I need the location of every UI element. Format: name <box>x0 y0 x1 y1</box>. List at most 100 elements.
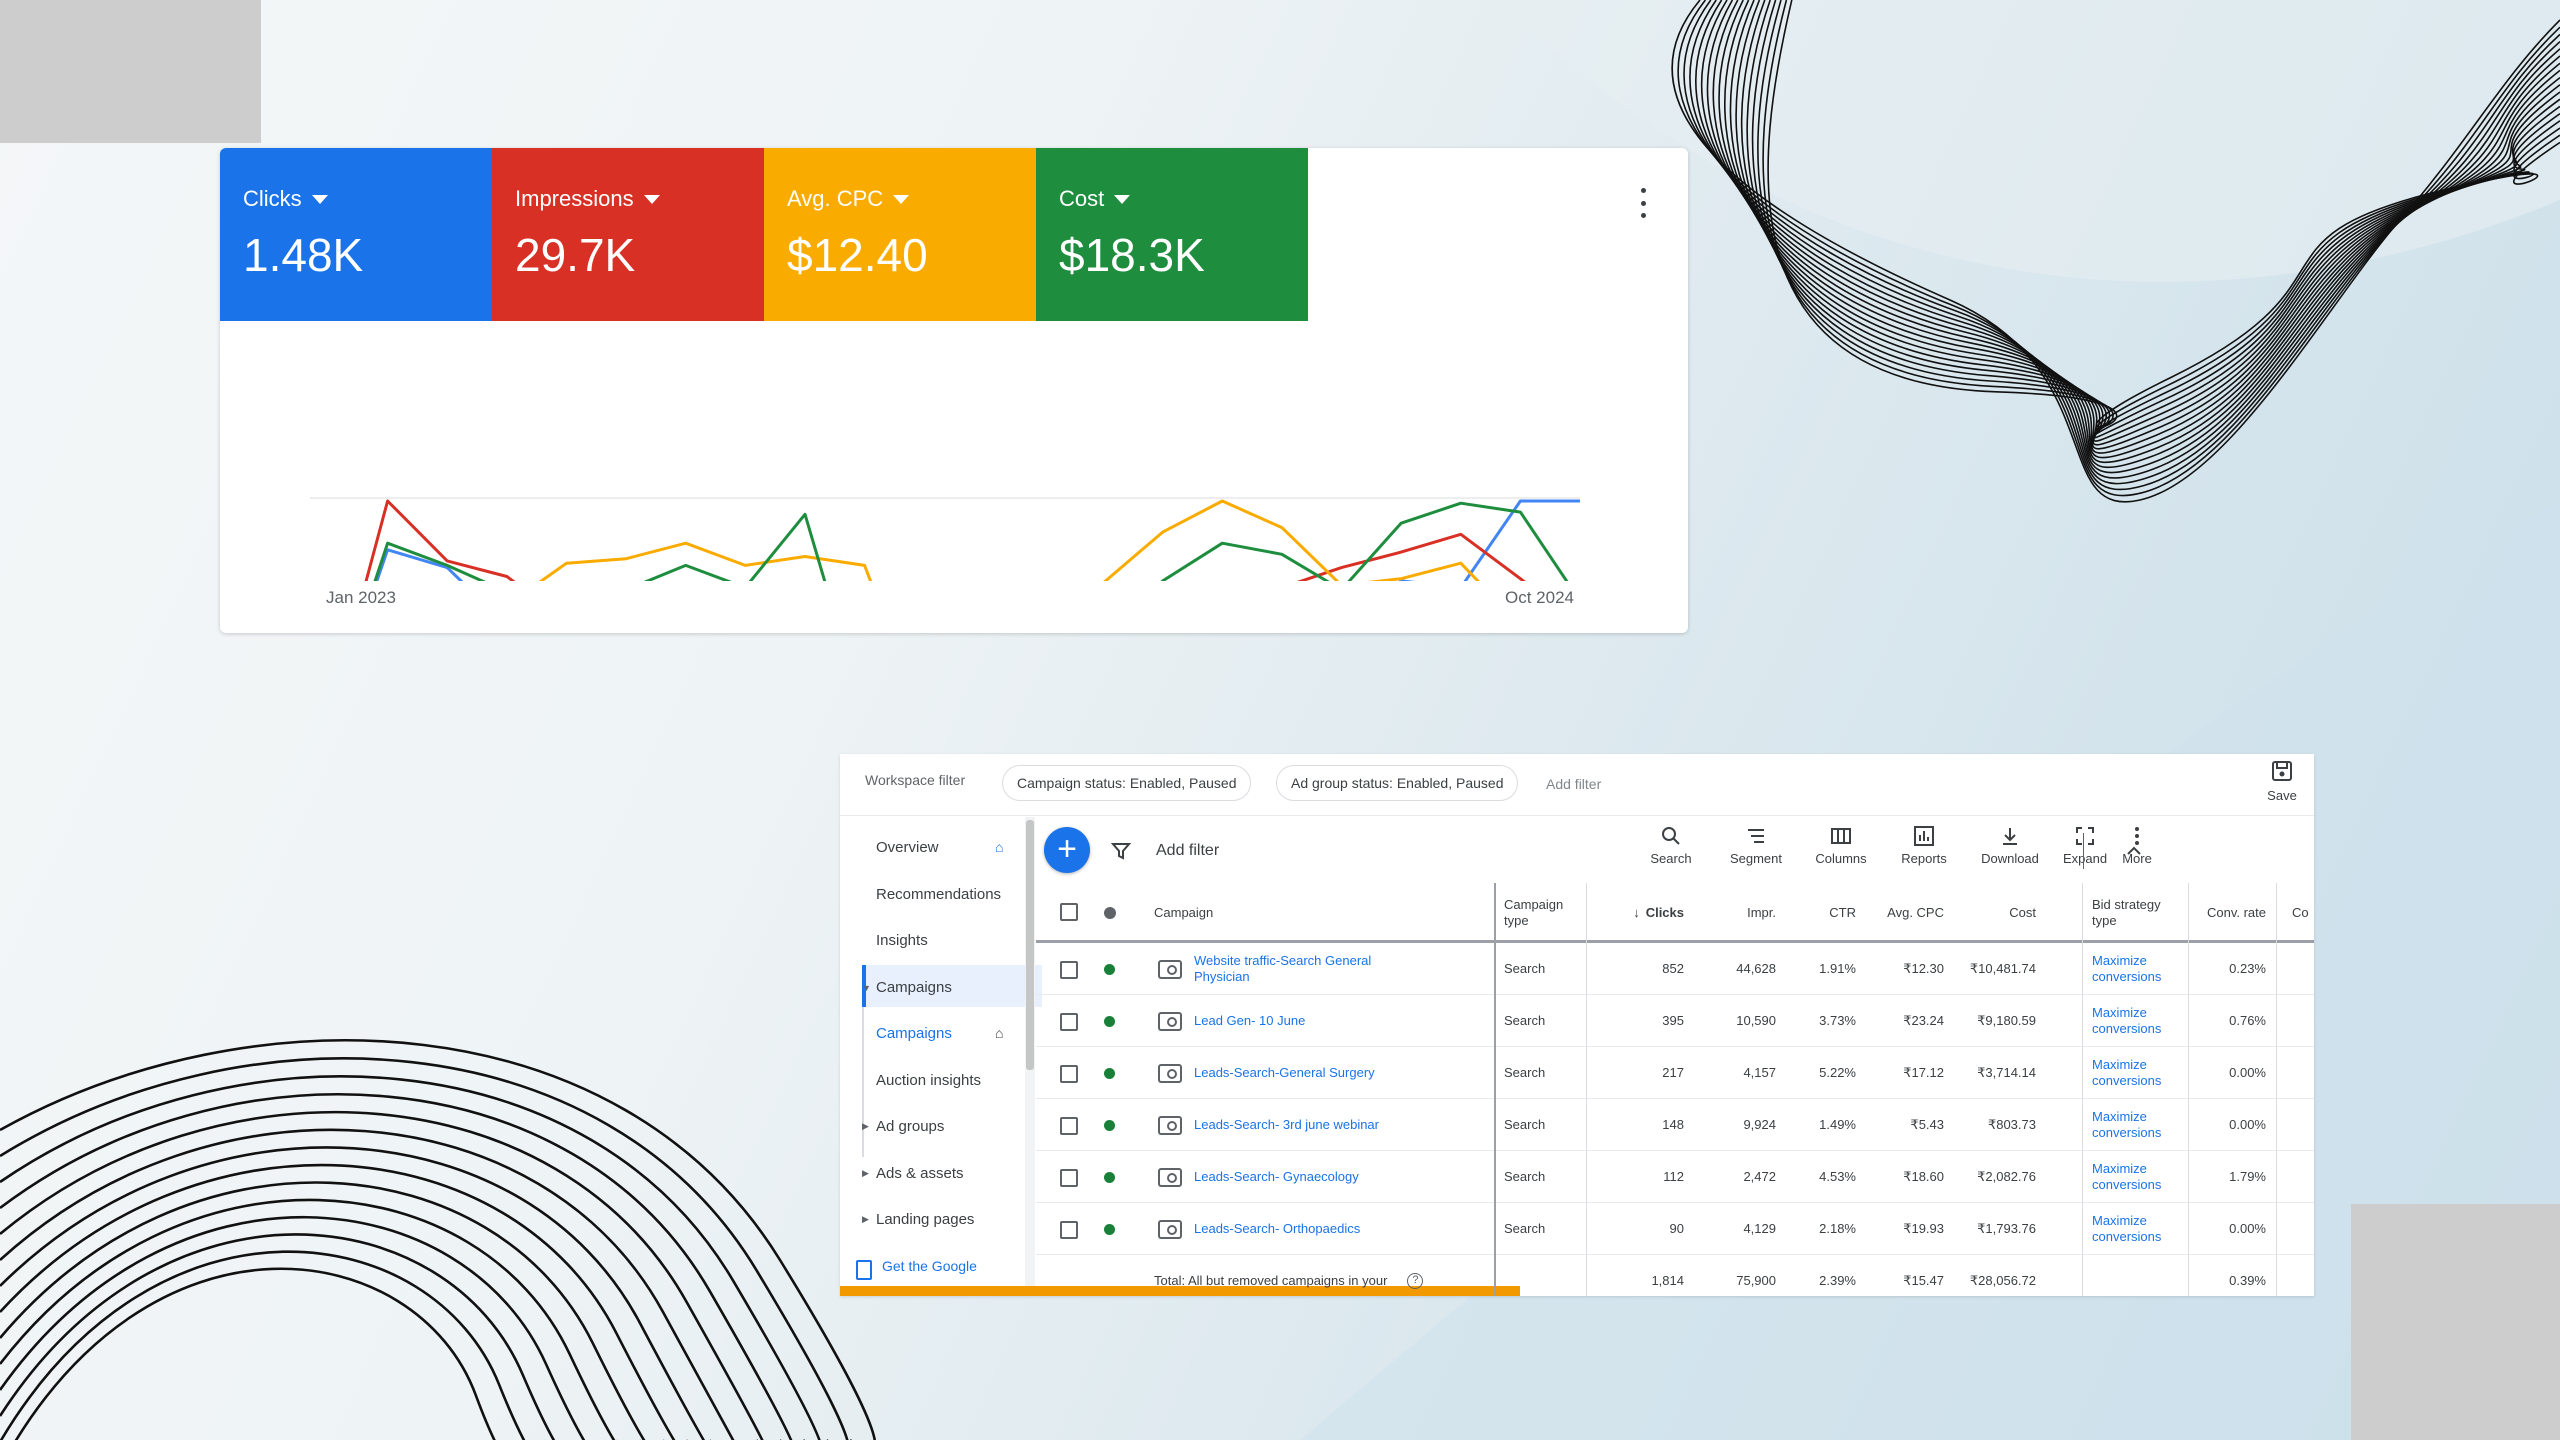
status-enabled-icon[interactable] <box>1104 1016 1115 1027</box>
table-row[interactable]: Leads-Search- 3rd june webinar Search 148 9… <box>1036 1099 2314 1151</box>
nav-item-landing-pages[interactable]: ▶ Landing pages <box>862 1211 975 1228</box>
campaign-name-link[interactable]: Leads-Search- Orthopaedics <box>1194 1221 1361 1236</box>
save-button[interactable]: Save <box>2260 760 2304 803</box>
select-all-checkbox[interactable] <box>1060 903 1078 921</box>
column-header-clicks[interactable]: ↓ Clicks <box>1633 905 1684 920</box>
status-enabled-icon[interactable] <box>1104 1172 1115 1183</box>
filter-chip-ad-group-status[interactable]: Ad group status: Enabled, Paused <box>1276 765 1519 801</box>
metric-value: $12.40 <box>787 229 928 281</box>
cost-cell: ₹2,082.76 <box>1977 1169 2036 1184</box>
column-divider <box>2276 883 2277 1296</box>
nav-item-ad-groups[interactable]: ▶ Ad groups <box>862 1118 945 1135</box>
column-header-impressions[interactable]: Impr. <box>1747 905 1776 920</box>
more-vertical-icon <box>2135 827 2139 845</box>
row-checkbox[interactable] <box>1060 1013 1078 1031</box>
bid-strategy-link[interactable]: Maximize conversions <box>2092 1005 2162 1036</box>
impressions-cell: 4,157 <box>1743 1065 1776 1080</box>
status-enabled-icon[interactable] <box>1104 964 1115 975</box>
decorative-wave-line <box>1712 0 2560 464</box>
download-tool-button[interactable]: Download <box>1975 825 2045 866</box>
row-checkbox[interactable] <box>1060 1169 1078 1187</box>
collapse-arrow-icon: ▶ <box>862 1121 869 1131</box>
ctr-cell: 1.49% <box>1819 1117 1856 1132</box>
more-tool-button[interactable]: More <box>2117 825 2157 866</box>
campaign-name-link[interactable]: Website traffic-Search General Physician <box>1194 953 1372 984</box>
home-icon: ⌂ <box>995 1025 1004 1041</box>
column-header-bid-strategy[interactable]: Bid strategy type <box>2092 897 2161 928</box>
bid-strategy-link[interactable]: Maximize conversions <box>2092 1057 2162 1088</box>
search-tool-button[interactable]: Search <box>1636 825 1706 866</box>
get-google-ads-app-link[interactable]: Get the Google <box>882 1258 977 1274</box>
column-header-conv-rate[interactable]: Conv. rate <box>2206 905 2266 920</box>
metric-label: Impressions <box>515 186 634 211</box>
row-checkbox[interactable] <box>1060 1065 1078 1083</box>
status-enabled-icon[interactable] <box>1104 1224 1115 1235</box>
bid-strategy-link[interactable]: Maximize conversions <box>2092 1161 2162 1192</box>
row-checkbox[interactable] <box>1060 1117 1078 1135</box>
decorative-wave-line <box>1700 0 2560 474</box>
column-header-campaign[interactable]: Campaign <box>1154 905 1214 920</box>
nav-item-recommendations[interactable]: Recommendations <box>876 886 1002 903</box>
campaign-name-link[interactable]: Leads-Search-General Surgery <box>1194 1065 1375 1080</box>
column-divider <box>2082 883 2083 1296</box>
segment-tool-button[interactable]: Segment <box>1721 825 1791 866</box>
nav-item-ads-assets[interactable]: ▶ Ads & assets <box>862 1165 964 1182</box>
table-row[interactable]: Lead Gen- 10 June Search 395 10,590 3.73% ₹23… <box>1036 995 2314 1047</box>
table-row[interactable]: Website traffic-Search General Physician… <box>1036 943 2314 995</box>
impressions-cell: 44,628 <box>1736 961 1776 976</box>
decorative-wave-line <box>1757 0 2560 433</box>
nav-item-campaigns[interactable]: Campaigns <box>876 1025 952 1042</box>
table-row[interactable]: Leads-Search- Gynaecology Search 112 2,472 4… <box>1036 1151 2314 1203</box>
performance-summary-card: Clicks 1.48K Impressions 29.7K Avg. CPC … <box>220 148 1688 633</box>
column-header-campaign-type[interactable]: Campaign type <box>1504 897 1564 928</box>
total-avg-cpc: ₹15.47 <box>1903 1273 1944 1288</box>
bid-strategy-link[interactable]: Maximize conversions <box>2092 1213 2162 1244</box>
nav-item-auction-insights[interactable]: Auction insights <box>876 1072 982 1089</box>
expand-tool-button[interactable]: Expand <box>2060 825 2110 866</box>
nav-item-campaigns-group[interactable]: ▼ Campaigns <box>862 979 952 996</box>
columns-tool-button[interactable]: Columns <box>1806 825 1876 866</box>
impressions-cell: 10,590 <box>1736 1013 1776 1028</box>
metric-tile-clicks[interactable]: Clicks 1.48K <box>220 148 492 321</box>
filter-chip-campaign-status[interactable]: Campaign status: Enabled, Paused <box>1002 765 1252 801</box>
nav-item-overview[interactable]: Overview <box>876 839 939 856</box>
nav-scrollbar-thumb[interactable] <box>1026 820 1034 1070</box>
cost-cell: ₹803.73 <box>1987 1117 2036 1132</box>
column-header-truncated[interactable]: Co <box>2292 905 2309 920</box>
caret-down-icon <box>643 194 660 204</box>
metric-label: Cost <box>1059 186 1105 211</box>
metric-tile-avg-cpc[interactable]: Avg. CPC $12.40 <box>764 148 1036 321</box>
chevron-up-icon[interactable] <box>2124 841 2144 861</box>
campaign-name-link[interactable]: Leads-Search- 3rd june webinar <box>1194 1117 1379 1132</box>
campaign-name-link[interactable]: Lead Gen- 10 June <box>1194 1013 1306 1028</box>
table-row[interactable]: Leads-Search- Orthopaedics Search 90 4,129 2… <box>1036 1203 2314 1255</box>
add-filter-input[interactable]: Add filter <box>1156 842 1220 859</box>
caret-down-icon <box>1114 194 1131 204</box>
column-header-ctr[interactable]: CTR <box>1829 905 1856 920</box>
campaign-name-link[interactable]: Leads-Search- Gynaecology <box>1194 1169 1359 1184</box>
clicks-cell: 217 <box>1662 1065 1684 1080</box>
column-header-avg-cpc[interactable]: Avg. CPC <box>1887 905 1944 920</box>
bid-strategy-link[interactable]: Maximize conversions <box>2092 953 2162 984</box>
status-enabled-icon[interactable] <box>1104 1120 1115 1131</box>
row-checkbox[interactable] <box>1060 1221 1078 1239</box>
nav-item-insights[interactable]: Insights <box>876 932 928 949</box>
filter-icon[interactable] <box>1111 841 1131 861</box>
status-enabled-icon[interactable] <box>1104 1068 1115 1079</box>
column-header-cost[interactable]: Cost <box>2009 905 2036 920</box>
metric-tile-cost[interactable]: Cost $18.3K <box>1036 148 1308 321</box>
metric-value: 29.7K <box>515 229 636 281</box>
bid-strategy-link[interactable]: Maximize conversions <box>2092 1109 2162 1140</box>
row-checkbox[interactable] <box>1060 961 1078 979</box>
clicks-cell: 90 <box>1669 1221 1684 1236</box>
metric-tile-impressions[interactable]: Impressions 29.7K <box>492 148 764 321</box>
caret-down-icon <box>311 194 328 204</box>
more-options-icon[interactable] <box>1638 188 1648 218</box>
table-row[interactable]: Leads-Search-General Surgery Search 217 4,1… <box>1036 1047 2314 1099</box>
table-toolbar: + Add filter Search Segment Columns Repo… <box>1036 817 2314 883</box>
add-campaign-button[interactable]: + <box>1044 827 1090 873</box>
help-icon[interactable]: ? <box>1407 1273 1424 1289</box>
ctr-cell: 5.22% <box>1819 1065 1856 1080</box>
reports-tool-button[interactable]: Reports <box>1889 825 1959 866</box>
workspace-add-filter[interactable]: Add filter <box>1546 776 1602 792</box>
